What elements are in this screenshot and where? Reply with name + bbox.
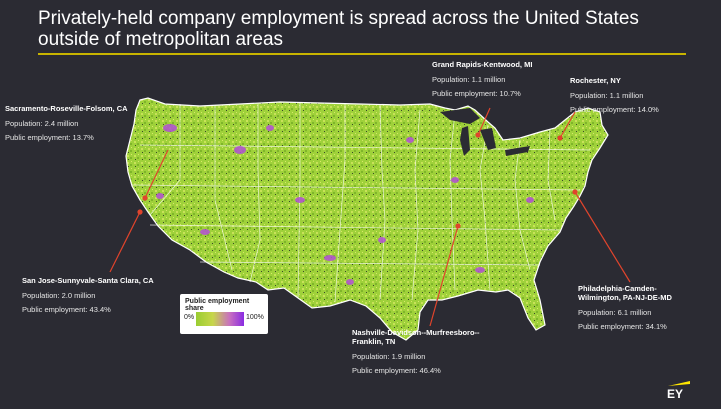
annotation-san-jose: San Jose-Sunnyvale-Santa Clara, CA Popul… (22, 276, 172, 317)
legend-min-label: 0% (184, 314, 195, 321)
legend-title: Public employment share (185, 298, 250, 312)
annotation-population: Population: 2.4 million (5, 119, 79, 128)
annotation-name: Rochester, NY (570, 76, 621, 85)
title-divider (38, 53, 686, 55)
annotation-nashville: Nashville-Davidson--Murfreesboro--Frankl… (352, 328, 502, 378)
annotation-public-employment: Public employment: 14.0% (570, 105, 659, 114)
annotation-name: Nashville-Davidson--Murfreesboro--Frankl… (352, 328, 480, 346)
annotation-name: Philadelphia-Camden-Wilmington, PA-NJ-DE… (578, 284, 672, 302)
annotation-philadelphia: Philadelphia-Camden-Wilmington, PA-NJ-DE… (578, 284, 698, 334)
annotation-population: Population: 1.9 million (352, 352, 426, 361)
page-title: Privately-held company employment is spr… (38, 8, 639, 50)
annotation-sacramento: Sacramento-Roseville-Folsom, CA Populati… (5, 104, 155, 145)
legend-max-label: 100% (246, 314, 264, 321)
high-public-share-patches (156, 124, 534, 285)
us-land-area (125, 97, 609, 341)
annotation-public-employment: Public employment: 10.7% (432, 89, 521, 98)
annotation-rochester: Rochester, NY Population: 1.1 million Pu… (570, 76, 680, 117)
annotation-name: Sacramento-Roseville-Folsom, CA (5, 104, 128, 113)
annotation-public-employment: Public employment: 13.7% (5, 133, 94, 142)
ey-logo: EY (664, 380, 694, 401)
great-lakes (440, 108, 530, 156)
annotation-pointers (109, 107, 631, 327)
annotation-grand-rapids: Grand Rapids-Kentwood, MI Population: 1.… (432, 60, 562, 101)
annotation-population: Population: 1.1 million (570, 91, 644, 100)
color-legend: Public employment share 0% 100% (180, 294, 268, 334)
annotation-public-employment: Public employment: 34.1% (578, 322, 667, 331)
legend-gradient-bar (196, 312, 244, 326)
annotation-population: Population: 2.0 million (22, 291, 96, 300)
ey-logo-mark: EY (667, 381, 690, 401)
annotation-name: Grand Rapids-Kentwood, MI (432, 60, 533, 69)
annotation-population: Population: 1.1 million (432, 75, 506, 84)
svg-text:EY: EY (667, 387, 683, 400)
annotation-population: Population: 6.1 million (578, 308, 652, 317)
annotation-public-employment: Public employment: 43.4% (22, 305, 111, 314)
annotation-name: San Jose-Sunnyvale-Santa Clara, CA (22, 276, 154, 285)
annotation-public-employment: Public employment: 46.4% (352, 366, 441, 375)
